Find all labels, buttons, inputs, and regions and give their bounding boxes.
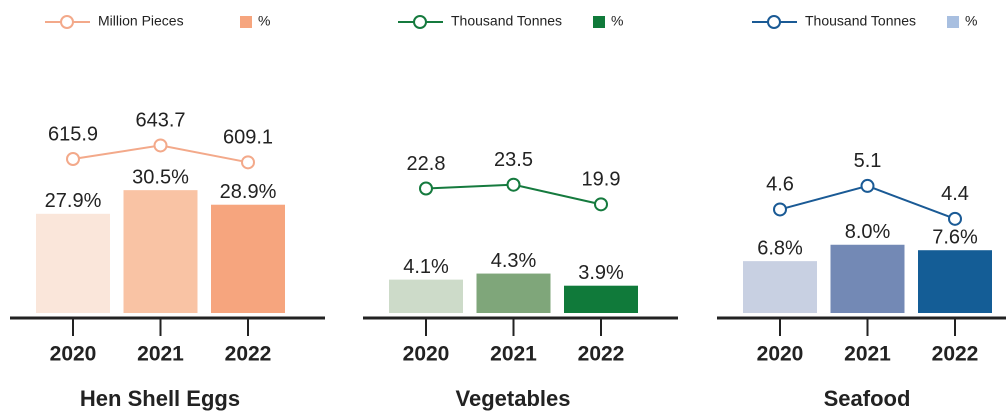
line-point xyxy=(67,153,79,165)
x-tick-label: 2021 xyxy=(844,343,891,366)
line-value-label: 643.7 xyxy=(135,110,185,132)
bar xyxy=(831,245,905,313)
x-tick-label: 2021 xyxy=(137,343,184,366)
bar xyxy=(389,280,463,313)
page: {"chart_data": [ {"type": "bar", "title"… xyxy=(0,0,1006,414)
legend-label: Million Pieces xyxy=(98,13,184,29)
line-value-label: 4.4 xyxy=(941,183,969,205)
line-point xyxy=(155,139,167,151)
bar xyxy=(743,261,817,313)
line-point xyxy=(242,156,254,168)
chart-title: Hen Shell Eggs xyxy=(80,386,240,411)
bar xyxy=(564,286,638,313)
line-point xyxy=(862,180,874,192)
bar xyxy=(918,250,992,313)
bar-value-label: 30.5% xyxy=(132,166,189,188)
line-value-label: 5.1 xyxy=(854,150,882,172)
x-tick-label: 2021 xyxy=(490,343,537,366)
line-point xyxy=(595,198,607,210)
line-value-label: 23.5 xyxy=(494,149,533,171)
bar xyxy=(124,190,198,313)
bar-value-label: 6.8% xyxy=(757,237,803,259)
bar xyxy=(211,205,285,313)
line-value-label: 4.6 xyxy=(766,174,794,196)
legend-swatch xyxy=(240,16,252,28)
bar-value-label: 3.9% xyxy=(578,262,624,284)
legend-marker xyxy=(414,16,426,28)
legend-marker xyxy=(768,16,780,28)
bar-value-label: 4.3% xyxy=(491,250,537,272)
legend-label: % xyxy=(965,13,977,29)
line-value-label: 22.8 xyxy=(407,153,446,175)
line-value-label: 615.9 xyxy=(48,123,98,145)
legend-label: Thousand Tonnes xyxy=(805,13,916,29)
x-tick-label: 2020 xyxy=(403,343,450,366)
x-tick-label: 2020 xyxy=(50,343,97,366)
legend-label: % xyxy=(258,13,270,29)
bar-value-label: 27.9% xyxy=(45,190,102,212)
chart: Million Pieces% 27.9% 30.5% 28.9% 2020 2021 20… xyxy=(0,0,1006,414)
bar-value-label: 28.9% xyxy=(220,181,277,203)
legend-label: Thousand Tonnes xyxy=(451,13,562,29)
legend-swatch xyxy=(593,16,605,28)
x-tick-label: 2022 xyxy=(578,343,625,366)
line-value-label: 19.9 xyxy=(582,169,621,191)
legend-swatch xyxy=(947,16,959,28)
x-tick-label: 2022 xyxy=(225,343,272,366)
legend-marker xyxy=(61,16,73,28)
line-value-label: 609.1 xyxy=(223,127,273,149)
chart-title: Vegetables xyxy=(456,386,571,411)
line-point xyxy=(949,213,961,225)
line-point xyxy=(420,183,432,195)
line-point xyxy=(774,203,786,215)
bar xyxy=(36,214,110,313)
bar-value-label: 4.1% xyxy=(403,256,449,278)
bar-value-label: 7.6% xyxy=(932,226,978,248)
x-tick-label: 2022 xyxy=(932,343,979,366)
bar xyxy=(477,274,551,313)
bar-value-label: 8.0% xyxy=(845,221,891,243)
x-tick-label: 2020 xyxy=(757,343,804,366)
chart-title: Seafood xyxy=(824,386,911,411)
line-point xyxy=(508,179,520,191)
legend-label: % xyxy=(611,13,623,29)
